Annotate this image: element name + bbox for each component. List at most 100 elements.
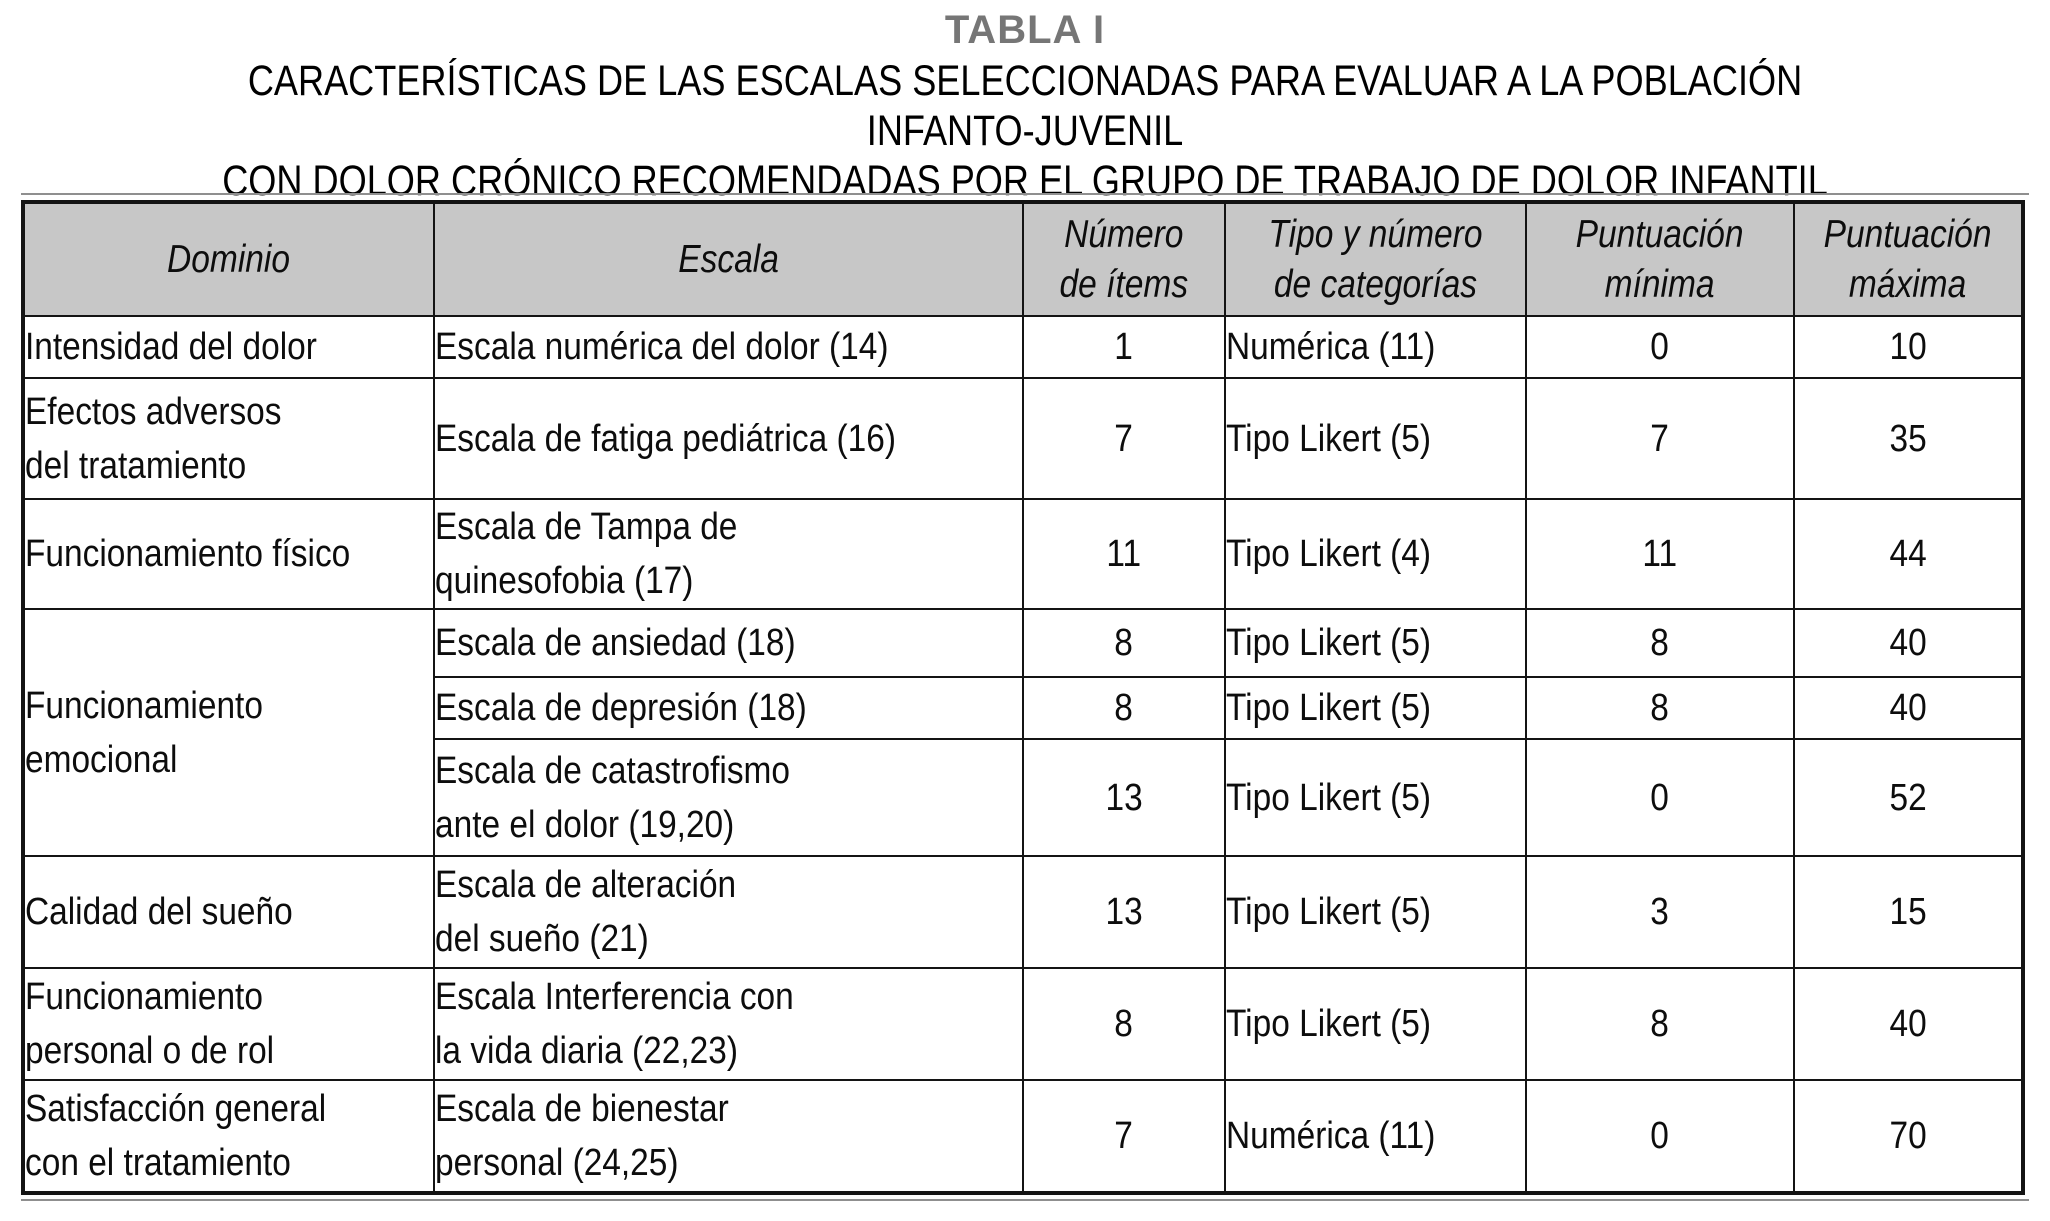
cell-text: Tipo Likert (5) [1226,687,1432,729]
items-cell: 1 [1022,315,1226,379]
dominio-cell: Funcionamiento físico [22,498,435,610]
col-header-numero-items: Número de ítems [1022,201,1226,317]
items-cell: 8 [1022,967,1226,1081]
tipo-cell: Tipo Likert (4) [1224,498,1527,610]
dominio-cell: Calidad del sueño [22,855,435,969]
escala-cell: Escala de depresión (18) [433,676,1024,740]
cell-text: 40 [1889,687,1927,729]
tipo-cell: Tipo Likert (5) [1224,377,1527,500]
col-header-label: Tipo y número de categorías [1268,212,1483,306]
cell-text: 0 [1650,326,1670,368]
scales-table: Dominio Escala Número de ítems Tipo y nú… [21,200,2025,1195]
col-header-label: Dominio [167,237,291,281]
cell-text: 40 [1889,622,1927,664]
table-label: TABLA I [944,8,1106,52]
escala-cell: Escala de bienestar personal (24,25) [433,1079,1024,1194]
tipo-cell: Numérica (11) [1224,1079,1527,1194]
cell-text: 8 [1114,622,1134,664]
cell-text: 0 [1650,1115,1670,1157]
cell-text: Tipo Likert (5) [1226,417,1432,460]
col-header-puntuacion-minima: Puntuación mínima [1525,201,1795,317]
table-container: Dominio Escala Número de ítems Tipo y nú… [21,193,2029,1201]
max-cell: 15 [1793,855,2024,969]
items-cell: 8 [1022,608,1226,678]
cell-text: 40 [1889,1003,1927,1045]
cell-text: Escala numérica del dolor (14) [435,326,889,368]
dominio-cell: Funcionamiento personal o de rol [22,967,435,1081]
col-header-label: Número de ítems [1059,212,1189,306]
col-header-dominio: Dominio [22,201,435,317]
cell-text: 11 [1642,533,1678,575]
cell-text: Calidad del sueño [25,891,293,933]
cell-text: Funcionamiento personal o de rol [25,976,275,1072]
table-caption: CARACTERÍSTICAS DE LAS ESCALAS SELECCION… [222,57,1828,255]
items-cell: 7 [1022,377,1226,500]
cell-text: Satisfacción general con el tratamiento [25,1088,327,1184]
dominio-cell: Intensidad del dolor [22,315,435,379]
cell-text: Tipo Likert (5) [1226,891,1432,933]
cell-text: 8 [1114,687,1134,729]
col-header-label: Escala [678,237,779,281]
cell-text: 13 [1105,891,1143,933]
table-row: Escala de catastrofismo ante el dolor (1… [23,738,2024,857]
table-row: Efectos adversos del tratamiento Escala … [22,377,2024,500]
items-cell: 13 [1022,738,1226,857]
cell-text: Funcionamiento emocional [25,684,263,781]
cell-text: 7 [1114,1115,1134,1157]
items-cell: 11 [1022,498,1226,610]
table-row: Calidad del sueño Escala de alteración d… [22,855,2024,969]
cell-text: 8 [1650,1003,1670,1045]
min-cell: 11 [1525,498,1795,610]
escala-cell: Escala de fatiga pediátrica (16) [433,377,1024,500]
cell-text: Escala de catastrofismo ante el dolor (1… [435,749,790,846]
dominio-cell: Satisfacción general con el tratamiento [22,1079,435,1194]
items-cell: 8 [1022,676,1226,740]
min-cell: 0 [1525,315,1795,379]
table-row: Funcionamiento físico Escala de Tampa de… [22,498,2024,610]
col-header-escala: Escala [433,201,1024,317]
cell-text: Intensidad del dolor [25,326,317,368]
cell-text: Escala de Tampa de quinesofobia (17) [435,506,738,602]
tipo-cell: Tipo Likert (5) [1224,967,1527,1081]
cell-text: 7 [1650,417,1670,460]
bottom-rule [21,1199,2029,1201]
escala-cell: Escala numérica del dolor (14) [433,315,1024,379]
min-cell: 7 [1525,377,1795,500]
table-row: Funcionamiento emocional Escala de ansie… [22,608,2024,857]
items-cell: 13 [1022,855,1226,969]
max-cell: 40 [1793,676,2024,740]
cell-text: Escala de bienestar personal (24,25) [435,1088,729,1184]
cell-text: 8 [1650,622,1670,664]
col-header-label: Puntuación máxima [1824,212,1992,306]
cell-text: Funcionamiento físico [25,533,351,575]
cell-text: 0 [1650,776,1670,819]
escala-cell: Escala de alteración del sueño (21) [433,855,1024,969]
cell-text: 44 [1889,533,1927,575]
min-cell: 8 [1525,608,1795,678]
top-rule [21,193,2029,200]
cell-text: Escala de ansiedad (18) [435,622,796,664]
tipo-cell: Numérica (11) [1224,315,1527,379]
dominio-cell-rowspan: Funcionamiento emocional [22,608,435,857]
max-cell: 52 [1793,738,2024,857]
cell-text: 11 [1106,533,1142,575]
cell-text: 1 [1114,326,1134,368]
cell-text: 70 [1889,1115,1927,1157]
col-header-tipo-categorias: Tipo y número de categorías [1224,201,1527,317]
cell-text: 52 [1889,776,1927,819]
cell-text: 35 [1889,417,1927,460]
tipo-cell: Tipo Likert (5) [1224,676,1527,740]
items-cell: 7 [1022,1079,1226,1194]
cell-text: Tipo Likert (4) [1226,533,1432,575]
table-row: Satisfacción general con el tratamiento … [22,1079,2024,1194]
cell-text: Escala de fatiga pediátrica (16) [435,417,896,460]
table-row: Funcionamiento personal o de rol Escala … [22,967,2024,1081]
cell-text: 8 [1650,687,1670,729]
max-cell: 10 [1793,315,2024,379]
max-cell: 44 [1793,498,2024,610]
cell-text: Numérica (11) [1226,326,1436,368]
escala-cell: Escala Interferencia con la vida diaria … [433,967,1024,1081]
cell-text: 15 [1889,891,1927,933]
tipo-cell: Tipo Likert (5) [1224,738,1527,857]
min-cell: 3 [1525,855,1795,969]
